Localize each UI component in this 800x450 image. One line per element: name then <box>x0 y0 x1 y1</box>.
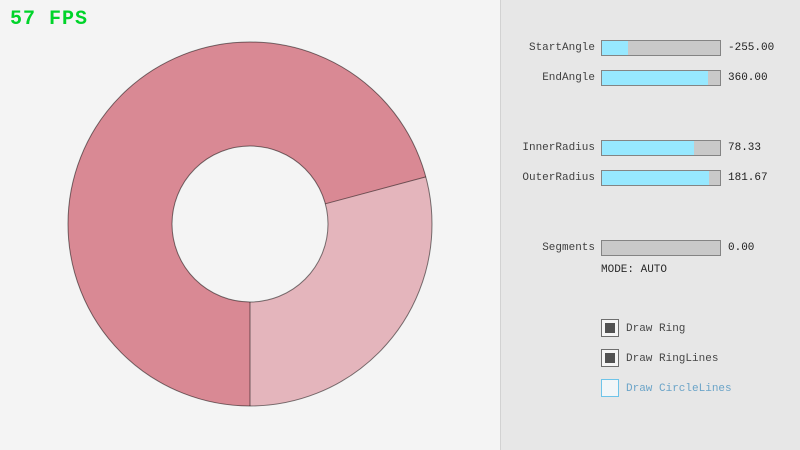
endangle-slider[interactable] <box>601 70 721 86</box>
startangle-row: StartAngle -255.00 <box>501 40 800 56</box>
draw-ring-checkbox-row: Draw Ring <box>601 319 800 337</box>
outerradius-row: OuterRadius 181.67 <box>501 170 800 186</box>
draw-ring-checkbox[interactable] <box>601 319 619 337</box>
outerradius-slider-fill <box>602 171 710 185</box>
draw-ringlines-checkbox[interactable] <box>601 349 619 367</box>
draw-ringlines-label: Draw RingLines <box>626 353 719 365</box>
startangle-slider[interactable] <box>601 40 721 56</box>
controls-panel: StartAngle -255.00 EndAngle 360.00 Inner… <box>500 0 800 450</box>
endangle-value: 360.00 <box>728 72 768 84</box>
innerradius-slider[interactable] <box>601 140 721 156</box>
draw-ringlines-checkbox-row: Draw RingLines <box>601 349 800 367</box>
startangle-slider-fill <box>602 41 628 55</box>
endangle-row: EndAngle 360.00 <box>501 70 800 86</box>
endangle-label: EndAngle <box>542 72 595 84</box>
segments-mode-text: MODE: AUTO <box>601 264 668 276</box>
draw-circlelines-label: Draw CircleLines <box>626 383 732 395</box>
startangle-value: -255.00 <box>728 42 775 54</box>
segments-value: 0.00 <box>728 242 755 254</box>
innerradius-label: InnerRadius <box>522 142 595 154</box>
startangle-label: StartAngle <box>528 42 595 54</box>
fps-counter: 57 FPS <box>10 8 89 31</box>
outerradius-value: 181.67 <box>728 172 768 184</box>
endangle-slider-fill <box>602 71 709 85</box>
ring-visualization <box>67 41 433 407</box>
outerradius-label: OuterRadius <box>522 172 595 184</box>
segments-row: Segments 0.00 <box>501 240 800 256</box>
draw-circlelines-checkbox-row: Draw CircleLines <box>601 379 800 397</box>
segments-label: Segments <box>542 242 595 254</box>
draw-circlelines-checkbox[interactable] <box>601 379 619 397</box>
draw-ring-label: Draw Ring <box>626 323 686 335</box>
innerradius-slider-fill <box>602 141 695 155</box>
segments-slider[interactable] <box>601 240 721 256</box>
outerradius-slider[interactable] <box>601 170 721 186</box>
innerradius-value: 78.33 <box>728 142 762 154</box>
innerradius-row: InnerRadius 78.33 <box>501 140 800 156</box>
